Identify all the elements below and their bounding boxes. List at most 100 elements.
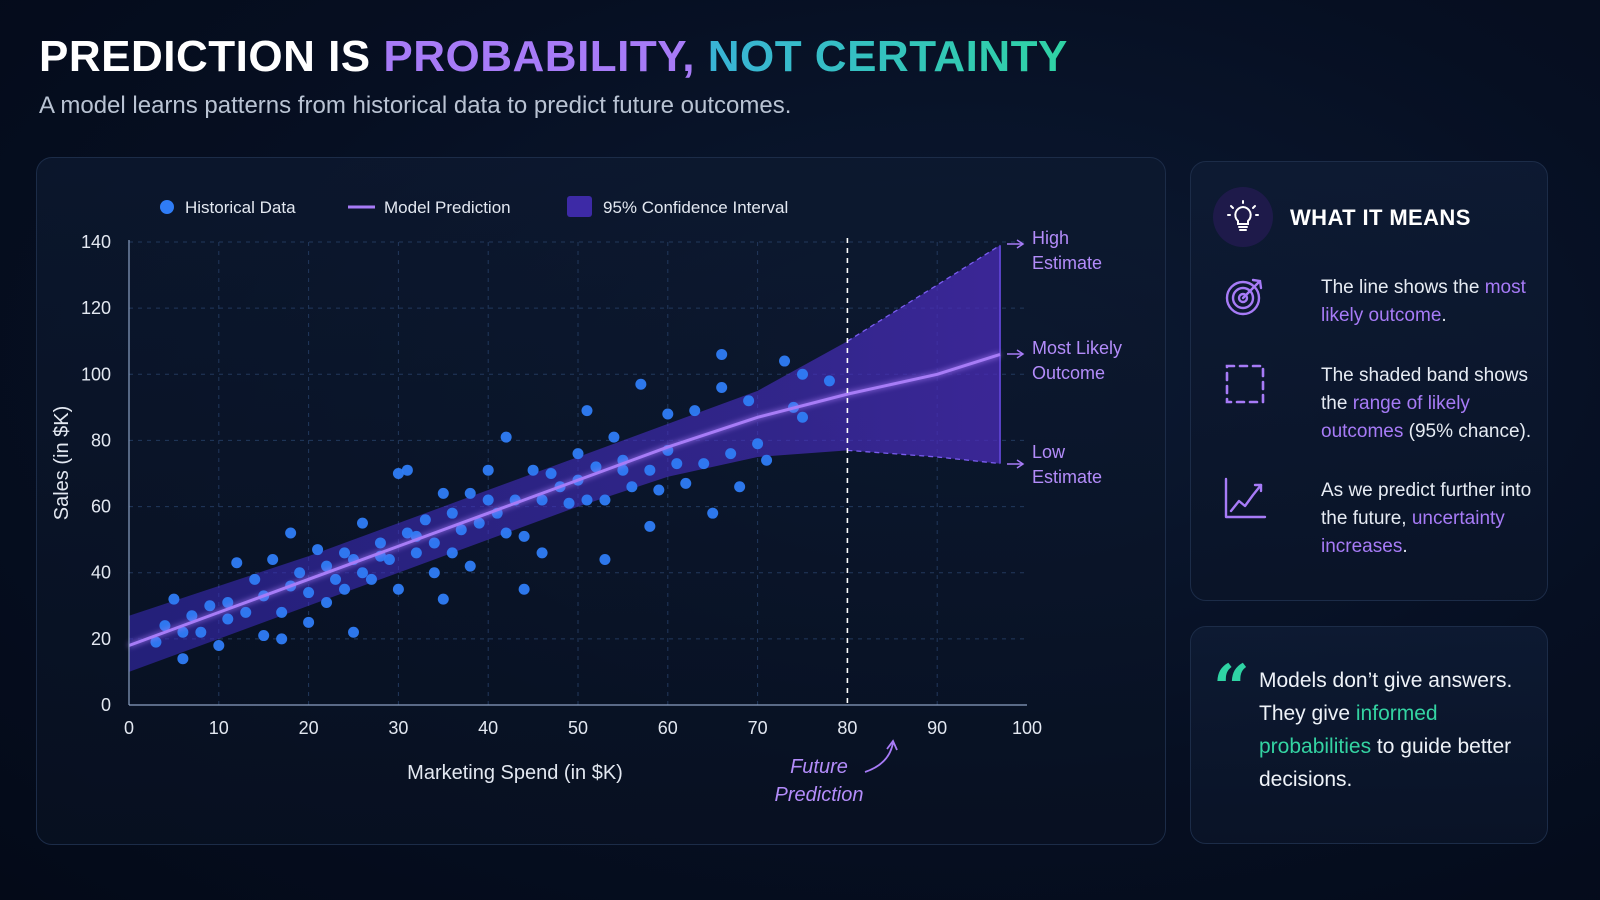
means-text-range-highlight: range of likely outcomes (1321, 393, 1470, 442)
data-point (339, 547, 351, 559)
data-point (698, 458, 710, 470)
data-point (644, 464, 656, 476)
high-estimate-label-1: High (1032, 228, 1069, 248)
legend-label-historical: Historical Data (185, 198, 296, 217)
data-point (437, 593, 449, 605)
confidence-band (129, 244, 1001, 672)
chart-card: Historical Data Model Prediction 95% Con… (36, 157, 1166, 845)
prediction-line-path (128, 353, 1001, 647)
y-tick-label: 80 (91, 430, 111, 450)
annotation-most-likely: Most Likely Outcome (1007, 338, 1122, 383)
data-point (563, 497, 575, 509)
data-point (626, 481, 638, 493)
data-point (177, 653, 189, 665)
y-tick-label: 0 (101, 695, 111, 715)
data-point (680, 477, 692, 489)
confidence-band-area (129, 245, 1001, 672)
high-estimate-arrow-head (1016, 239, 1025, 249)
title-part-3: NOT CERTAINTY (707, 32, 1068, 81)
data-point (348, 626, 359, 638)
x-tick-label: 30 (388, 718, 408, 738)
data-point (572, 448, 584, 460)
data-point (258, 630, 270, 642)
data-point (392, 468, 404, 479)
data-point (581, 494, 593, 506)
data-point (662, 408, 674, 420)
data-point (222, 596, 234, 608)
prediction-line (128, 353, 1001, 647)
scatter-points (150, 348, 835, 665)
what-it-means-card: WHAT IT MEANS The line shows the most li… (1190, 161, 1548, 601)
data-point (285, 527, 297, 539)
data-point (321, 596, 333, 608)
data-point (222, 613, 234, 625)
x-tick-label: 90 (927, 718, 947, 738)
data-point (168, 593, 180, 605)
data-point (743, 395, 755, 407)
data-point (500, 527, 512, 539)
data-point (518, 530, 530, 542)
future-prediction-label-2: Prediction (775, 784, 864, 806)
data-point (383, 553, 395, 565)
data-point (276, 633, 288, 645)
quote-card: “ Models don’t give answers. They give i… (1190, 626, 1548, 844)
data-point (608, 431, 620, 443)
data-point (276, 606, 288, 618)
y-tick-label: 140 (81, 232, 111, 252)
data-point (204, 600, 216, 612)
quote-text-highlight: informed probabilities (1259, 702, 1438, 758)
x-tick-label: 100 (1012, 718, 1042, 738)
data-point (752, 438, 764, 450)
data-point (725, 448, 737, 460)
means-text-uncertainty: As we predict further into the future, u… (1321, 477, 1551, 561)
data-point (410, 547, 422, 559)
data-point (240, 606, 252, 618)
most-likely-label-1: Most Likely (1032, 338, 1122, 358)
data-point (428, 567, 440, 579)
data-point (464, 487, 476, 499)
annotation-low-estimate: Low Estimate (1007, 442, 1102, 487)
data-point (761, 454, 773, 466)
chart-legend: Historical Data Model Prediction 95% Con… (160, 196, 788, 217)
data-point (464, 560, 476, 572)
annotation-future-prediction: Future Prediction (775, 739, 898, 806)
means-text-range: The shaded band shows the range of likel… (1321, 362, 1551, 446)
data-point (303, 587, 315, 599)
means-text-range-part-1: The shaded band shows the (1321, 365, 1529, 414)
dashed-square-icon (1225, 364, 1265, 404)
means-text-uncertainty-highlight: uncertainty increases (1321, 508, 1505, 557)
chart-axes: 0 20 40 60 80 100 120 140 0 10 20 30 40 50 60 70 80 90 100 (81, 232, 1042, 738)
data-point (356, 567, 368, 579)
page-title: PREDICTION IS PROBABILITY, NOT CERTAINTY (39, 32, 1068, 82)
legend-label-interval: 95% Confidence Interval (603, 198, 788, 217)
y-axis-title: Sales (in $K) (51, 406, 73, 521)
means-text-likely-part-2: . (1441, 305, 1447, 326)
data-point (581, 405, 593, 417)
trend-chart-icon (1224, 477, 1267, 519)
data-point (267, 553, 279, 565)
x-tick-label: 60 (658, 718, 678, 738)
most-likely-arrow-head (1016, 349, 1025, 359)
data-point (339, 583, 351, 595)
y-tick-label: 20 (91, 629, 111, 649)
data-point (401, 464, 413, 476)
data-point (455, 524, 467, 536)
data-point (401, 527, 413, 539)
data-point (294, 567, 306, 579)
x-tick-label: 0 (124, 718, 134, 738)
data-point (177, 626, 189, 638)
means-text-likely-highlight: most likely outcome (1321, 277, 1526, 326)
target-icon (1225, 278, 1263, 316)
low-estimate-edge (847, 449, 1001, 465)
data-point (330, 573, 342, 585)
most-likely-label-2: Outcome (1032, 363, 1105, 383)
data-point (195, 626, 207, 638)
data-point (707, 507, 719, 519)
x-tick-label: 40 (478, 718, 498, 738)
data-point (599, 553, 611, 565)
data-point (437, 487, 449, 499)
data-point (518, 583, 530, 595)
annotation-high-estimate: High Estimate (1007, 228, 1102, 273)
low-estimate-label-2: Estimate (1032, 467, 1102, 487)
legend-label-prediction: Model Prediction (384, 198, 511, 217)
